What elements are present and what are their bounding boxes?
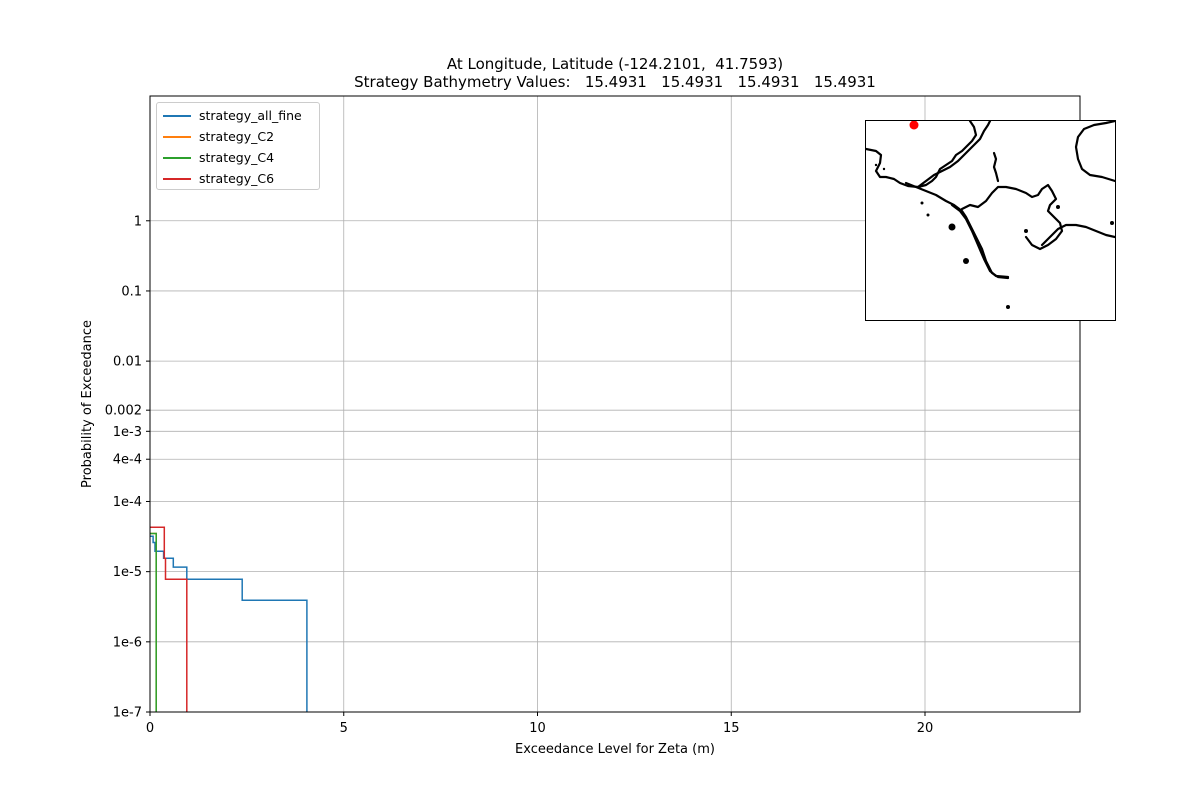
island-dot: [1110, 221, 1114, 225]
legend-item-strategy-c6: strategy_C6: [163, 170, 274, 188]
island-dot: [882, 167, 886, 171]
island-dot: [963, 258, 969, 264]
y-tick-label: 1e-4: [113, 495, 142, 510]
y-tick-label: 1e-6: [113, 635, 142, 650]
x-tick-label: 0: [146, 721, 154, 736]
plot-frame: [149, 95, 1081, 713]
island-dot: [874, 163, 878, 167]
x-tick-label: 10: [529, 721, 546, 736]
x-tick-label: 15: [723, 721, 740, 736]
series-line-strategy-all-fine: [150, 535, 308, 712]
legend-label-strategy-c6: strategy_C6: [199, 171, 275, 186]
y-tick-label: 1: [134, 214, 142, 229]
river-channel: [992, 151, 1000, 183]
island-dot: [1006, 305, 1010, 309]
legend-label-strategy-all-fine: strategy_all_fine: [199, 108, 302, 123]
legend-swatch-strategy-c4: [163, 156, 191, 159]
legend-label-strategy-c4: strategy_C4: [199, 150, 275, 165]
chart-title-line-1: At Longitude, Latitude (-124.2101, 41.75…: [446, 55, 784, 73]
river-channel: [950, 203, 1010, 279]
island-dot: [926, 213, 930, 217]
y-axis-label: Probability of Exceedance: [80, 320, 95, 488]
estuary-shore: [1040, 223, 1115, 247]
legend-item-strategy-c2: strategy_C2: [163, 128, 274, 146]
y-tick-label: 1e-3: [113, 425, 142, 440]
legend-label-strategy-c2: strategy_C2: [199, 129, 275, 144]
island-dot: [948, 223, 956, 231]
island-dot: [1056, 205, 1060, 209]
legend-swatch-strategy-c6: [163, 177, 191, 180]
chart-title-line-2: Strategy Bathymetry Values: 15.4931 15.4…: [354, 73, 876, 91]
x-tick-label: 20: [917, 721, 934, 736]
legend-swatch-strategy-c2: [163, 135, 191, 138]
series-line-strategy-c2: [150, 532, 157, 712]
location-marker: [909, 121, 919, 130]
y-tick-label: 0.002: [105, 404, 142, 419]
y-tick-label: 1e-5: [113, 565, 142, 580]
island-outline: [1074, 121, 1115, 183]
y-tick-label: 4e-4: [113, 453, 142, 468]
legend-item-strategy-all-fine: strategy_all_fine: [163, 107, 302, 125]
coastline-map: [866, 121, 1115, 309]
series-line-strategy-c6: [150, 526, 188, 712]
legend-swatch-strategy-all-fine: [163, 114, 191, 117]
estuary-shore: [960, 183, 1064, 251]
chart-legend: strategy_all_fine strategy_C2 strategy_C…: [156, 102, 320, 190]
coastline-outline: [916, 121, 992, 189]
island-dot: [1024, 229, 1028, 233]
y-tick-label: 0.1: [121, 284, 142, 299]
y-tick-label: 1e-7: [113, 706, 142, 721]
legend-item-strategy-c4: strategy_C4: [163, 149, 274, 167]
river-channel: [904, 181, 1010, 280]
x-axis-label: Exceedance Level for Zeta (m): [515, 742, 715, 757]
coastline-outline: [866, 121, 978, 189]
location-inset-map: [865, 120, 1116, 321]
x-tick-label: 5: [340, 721, 348, 736]
island-dot: [920, 201, 924, 205]
series-line-strategy-c4: [150, 532, 157, 712]
y-tick-label: 0.01: [113, 355, 142, 370]
